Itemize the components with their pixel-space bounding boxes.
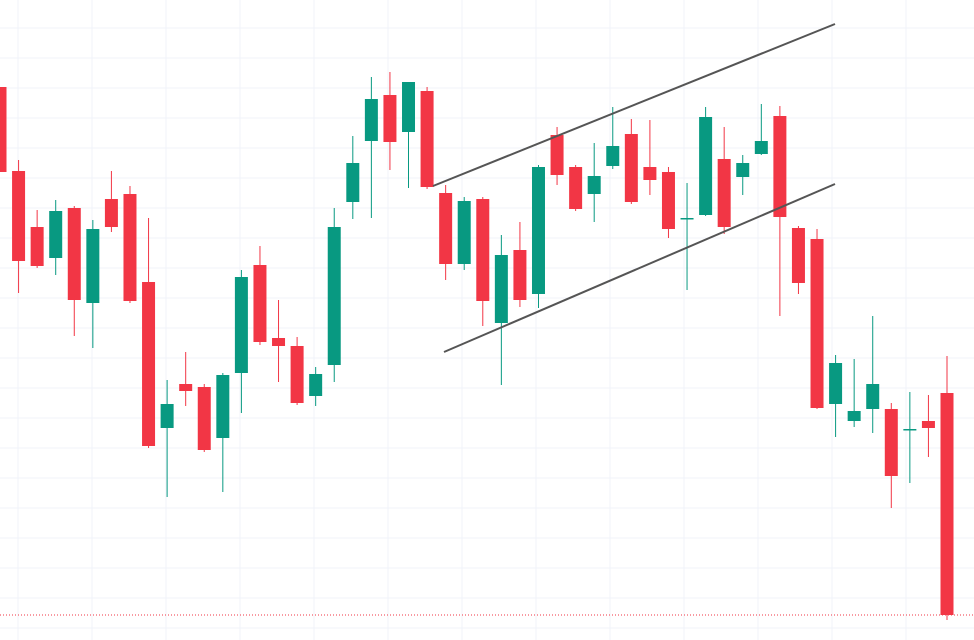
candle-body bbox=[104, 199, 118, 227]
candle-body bbox=[587, 176, 601, 194]
candle-body bbox=[309, 374, 323, 396]
candle-body bbox=[216, 375, 230, 438]
candle-body bbox=[327, 227, 341, 365]
candle-body bbox=[866, 384, 880, 409]
candle-body bbox=[290, 346, 304, 403]
candle-body bbox=[531, 167, 545, 294]
candle-body bbox=[791, 228, 805, 283]
candle-body bbox=[12, 171, 26, 261]
candle-body bbox=[680, 218, 694, 220]
candle-body bbox=[699, 117, 713, 215]
candle-body bbox=[921, 421, 935, 428]
candle-body bbox=[494, 255, 508, 323]
candle-body bbox=[383, 95, 397, 142]
candle-body bbox=[457, 201, 471, 264]
channel-lower-line bbox=[443, 183, 836, 353]
candle-body bbox=[606, 146, 620, 166]
candle-body bbox=[884, 409, 898, 476]
candle-body bbox=[49, 211, 63, 258]
candles bbox=[0, 72, 954, 620]
candle-body bbox=[234, 277, 248, 373]
candle-body bbox=[773, 116, 787, 217]
candle-body bbox=[30, 227, 44, 266]
candle-body bbox=[643, 167, 657, 180]
candle-body bbox=[253, 265, 267, 342]
candle-body bbox=[661, 172, 675, 229]
candle-body bbox=[197, 387, 211, 450]
candle-body bbox=[439, 193, 453, 264]
candle-body bbox=[179, 384, 193, 391]
candle-body bbox=[272, 338, 286, 346]
candle-body bbox=[476, 199, 490, 301]
candle-body bbox=[160, 404, 174, 428]
candle-body bbox=[810, 239, 824, 408]
candle-body bbox=[420, 91, 434, 187]
candle-body bbox=[0, 87, 7, 172]
candle-body bbox=[346, 163, 360, 202]
candle-body bbox=[402, 82, 416, 132]
candle-body bbox=[940, 393, 954, 615]
candle-body bbox=[736, 163, 750, 177]
channel-upper-line bbox=[432, 23, 836, 187]
candle-body bbox=[123, 194, 137, 301]
candle-body bbox=[86, 229, 100, 303]
candle-body bbox=[829, 363, 843, 404]
candle-body bbox=[364, 99, 378, 141]
candle-body bbox=[754, 141, 768, 154]
candle-body bbox=[142, 282, 156, 446]
candle-body bbox=[569, 167, 583, 209]
candle-body bbox=[624, 134, 638, 202]
candle-body bbox=[513, 250, 527, 300]
candle-body bbox=[67, 208, 81, 300]
candle-body bbox=[550, 135, 564, 175]
candle-body bbox=[847, 411, 861, 421]
candle-body bbox=[903, 429, 917, 431]
candle-body bbox=[717, 159, 731, 227]
